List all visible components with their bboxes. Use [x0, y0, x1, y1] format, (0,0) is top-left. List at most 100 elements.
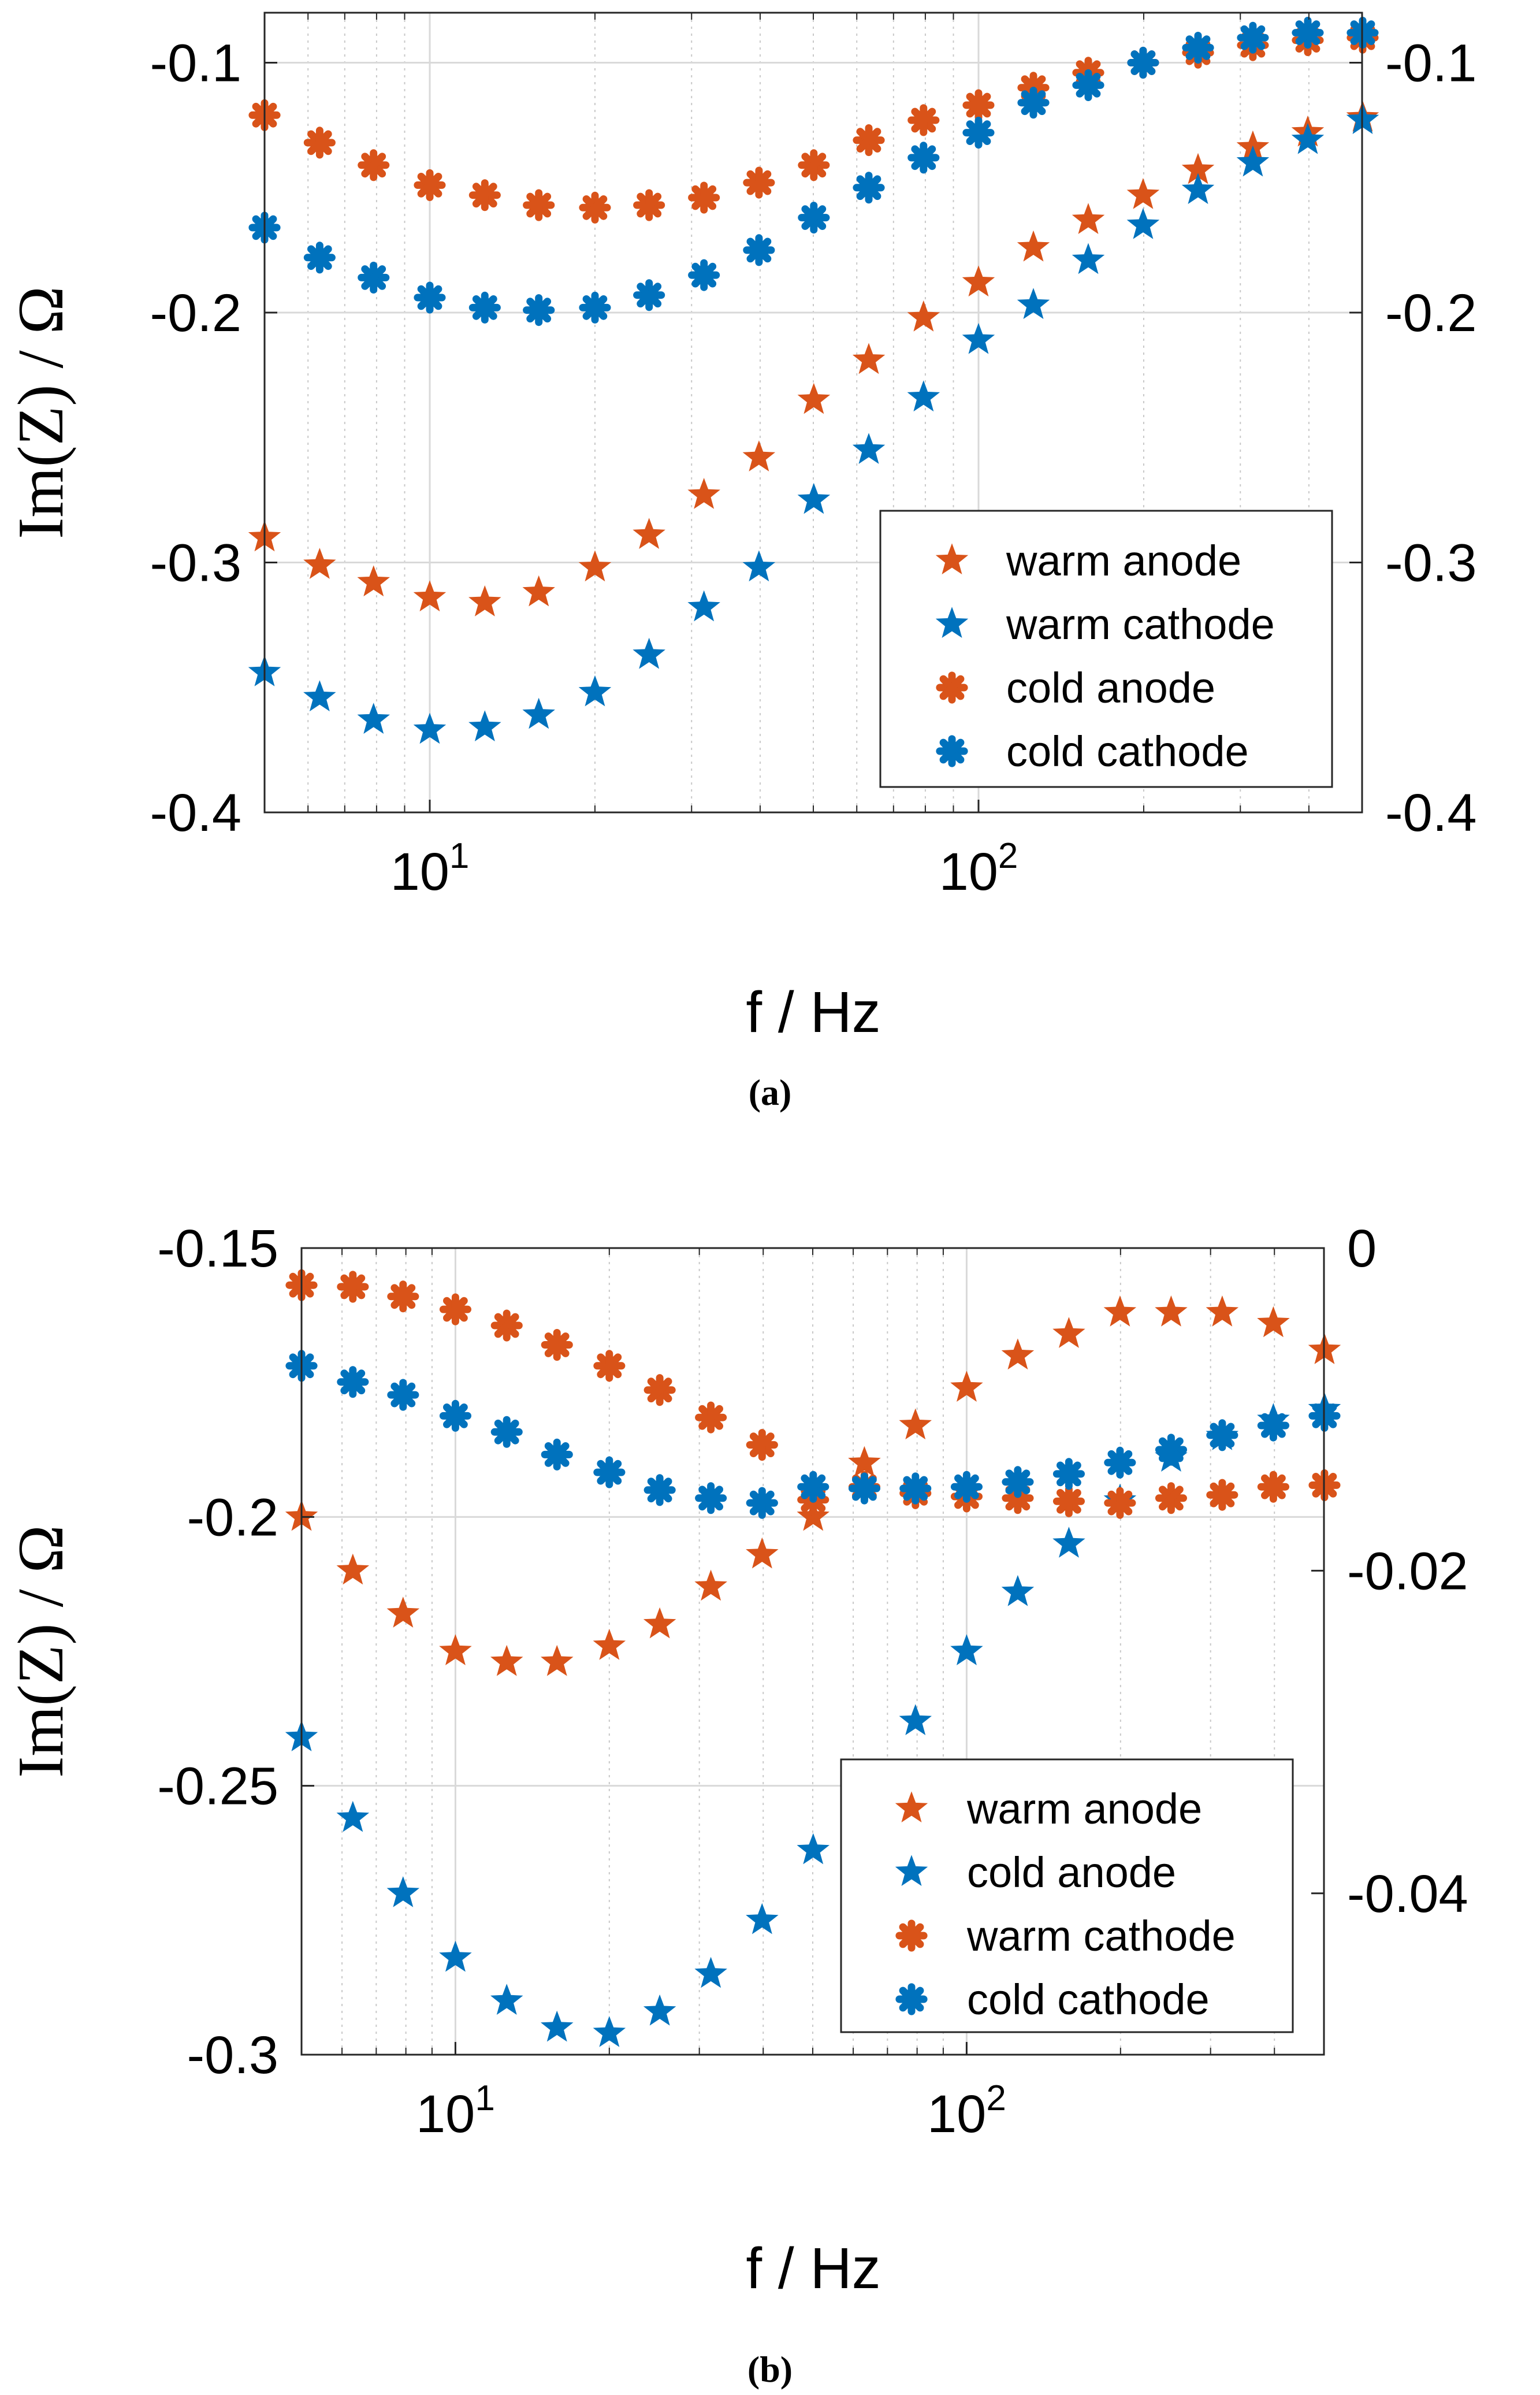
b-point-cold-cathode	[387, 1379, 419, 1411]
b-legend-symbol	[895, 1919, 928, 1952]
a-point-warm-cathode	[1072, 243, 1105, 274]
b-point-warm-cathode	[1052, 1485, 1085, 1517]
a-point-warm-anode	[1017, 230, 1050, 262]
panel-b-legend-label-cold-cathode: cold cathode	[967, 1976, 1210, 2023]
panel-a-chart: 101 102 -0.4 -0.3 -0.2 -0.1 -0.4 -0.3 -0.2 -0.1 I…	[5, 12, 1477, 1113]
a-point-cold-cathode	[688, 259, 720, 291]
a-point-warm-anode	[687, 478, 720, 509]
a-point-warm-cathode	[797, 482, 831, 514]
b-point-cold-cathode	[1155, 1434, 1187, 1466]
panel-b-legend-label-cold-anode: cold anode	[967, 1848, 1176, 1896]
b-point-cold-cathode	[1104, 1446, 1136, 1479]
b-ytick-label-left: -0.3	[187, 2026, 278, 2085]
b-legend-symbol	[895, 1983, 928, 2015]
panel-b-legend: warm anode cold anode warm cathode cold …	[840, 1758, 1294, 2033]
a-point-cold-anode	[523, 189, 555, 221]
panel-a-legend-marker-cold-cathode	[936, 735, 968, 767]
panel-b-legend-marker-cold-cathode	[895, 1983, 928, 2015]
a-ytick-label-right: -0.3	[1385, 534, 1477, 593]
a-point-cold-cathode	[468, 291, 501, 324]
a-xtick-label: 102	[939, 836, 1018, 901]
a-point-warm-cathode	[468, 710, 501, 741]
b-point-warm-anode	[950, 1371, 983, 1402]
b-ytick-label-right: 0	[1347, 1219, 1377, 1278]
panel-a-legend-label-cold-anode: cold anode	[1006, 664, 1215, 712]
a-point-warm-cathode	[1236, 145, 1270, 177]
b-ytick-label-left: -0.2	[187, 1488, 278, 1547]
b-point-cold-anode	[746, 1903, 779, 1934]
a-point-warm-anode	[742, 440, 776, 471]
a-ytick-label-left: -0.2	[150, 284, 241, 343]
panel-a-ylabel: Im(Z) / Ω	[5, 286, 77, 539]
a-point-cold-anode	[358, 149, 390, 181]
b-point-warm-cathode	[1257, 1471, 1289, 1503]
a-point-warm-cathode	[357, 703, 390, 734]
b-point-cold-anode	[797, 1833, 829, 1865]
a-point-warm-cathode	[633, 637, 665, 669]
a-point-warm-cathode	[907, 380, 940, 412]
panel-a-ticks: 101 102 -0.4 -0.3 -0.2 -0.1 -0.4 -0.3 -0.2 -0.1	[150, 13, 1477, 901]
b-point-warm-anode	[1206, 1295, 1239, 1327]
a-point-warm-anode	[797, 383, 831, 414]
a-point-cold-cathode	[962, 117, 995, 149]
panel-b-data-layer	[285, 1269, 1341, 2047]
b-point-warm-cathode	[439, 1293, 471, 1325]
b-series-cold-cathode	[285, 1350, 1341, 1519]
b-point-cold-anode	[1052, 1527, 1085, 1558]
b-point-cold-anode	[899, 1704, 932, 1735]
b-point-cold-anode	[643, 1994, 676, 2026]
b-point-warm-cathode	[387, 1280, 419, 1313]
a-ytick-label-left: -0.4	[150, 784, 241, 842]
a-ytick-label-left: -0.3	[150, 534, 241, 593]
a-point-warm-anode	[962, 265, 995, 297]
b-point-warm-cathode	[490, 1309, 523, 1342]
a-point-cold-cathode	[1017, 87, 1050, 119]
b-point-cold-cathode	[1257, 1409, 1289, 1442]
b-point-cold-cathode	[490, 1416, 523, 1448]
a-point-warm-cathode	[852, 433, 886, 464]
b-point-warm-anode	[1103, 1295, 1137, 1327]
a-point-warm-cathode	[742, 550, 776, 582]
panel-a-legend-marker-warm-anode	[935, 543, 969, 574]
b-point-warm-cathode	[1104, 1487, 1136, 1519]
a-point-warm-anode	[468, 585, 501, 617]
a-point-cold-cathode	[1127, 46, 1159, 79]
a-point-cold-cathode	[414, 281, 446, 314]
a-point-warm-cathode	[578, 675, 612, 707]
a-point-warm-cathode	[1181, 173, 1215, 205]
a-point-warm-anode	[413, 580, 447, 612]
a-point-cold-cathode	[1182, 32, 1214, 64]
panel-b-label: (b)	[747, 2349, 793, 2390]
a-legend-symbol	[935, 607, 969, 638]
a-point-cold-cathode	[633, 279, 665, 311]
b-point-cold-cathode	[950, 1471, 983, 1503]
a-point-cold-anode	[798, 149, 830, 181]
a-point-warm-cathode	[687, 590, 720, 622]
panel-b-legend-label-warm-cathode: warm cathode	[966, 1912, 1236, 1960]
b-point-cold-cathode	[593, 1456, 626, 1488]
b-legend-symbol	[895, 1791, 928, 1822]
a-point-warm-anode	[578, 550, 612, 582]
b-point-warm-anode	[593, 1629, 626, 1660]
b-point-warm-anode	[439, 1634, 472, 1665]
a-point-cold-cathode	[1292, 17, 1324, 49]
b-point-warm-anode	[490, 1644, 523, 1676]
a-ytick-label-right: -0.4	[1385, 784, 1477, 842]
b-legend-symbol	[895, 1855, 928, 1886]
b-point-warm-anode	[1052, 1317, 1085, 1348]
b-point-cold-cathode	[899, 1472, 932, 1505]
b-point-warm-cathode	[593, 1350, 626, 1382]
panel-b-chart: 101 102 -0.3 -0.25 -0.2 -0.15 -0.04 -0.02 0 Im(Z…	[5, 1219, 1468, 2390]
b-point-cold-anode	[336, 1800, 370, 1832]
a-point-warm-anode	[907, 300, 940, 332]
b-point-warm-anode	[746, 1537, 779, 1569]
a-point-cold-anode	[414, 169, 446, 201]
a-point-cold-anode	[579, 191, 611, 224]
a-point-warm-cathode	[1017, 288, 1050, 320]
panel-a-label: (a)	[749, 1072, 792, 1113]
a-point-cold-cathode	[523, 294, 555, 326]
panel-b-legend-marker-warm-cathode	[895, 1919, 928, 1952]
panel-a-legend-label-warm-anode: warm anode	[1006, 537, 1241, 585]
a-point-warm-anode	[852, 343, 886, 374]
